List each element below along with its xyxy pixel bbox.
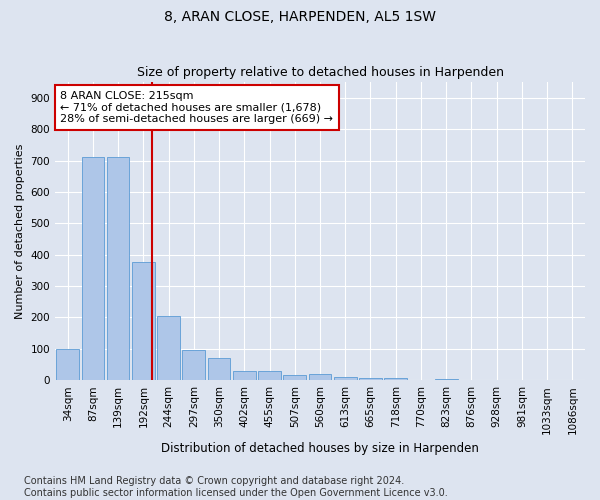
Bar: [157, 316, 180, 380]
Bar: [208, 358, 230, 380]
Bar: [283, 375, 306, 380]
Bar: [385, 378, 407, 380]
Text: Contains HM Land Registry data © Crown copyright and database right 2024.
Contai: Contains HM Land Registry data © Crown c…: [24, 476, 448, 498]
Bar: [132, 262, 155, 380]
Bar: [233, 372, 256, 380]
Bar: [182, 350, 205, 380]
Title: Size of property relative to detached houses in Harpenden: Size of property relative to detached ho…: [137, 66, 503, 80]
Bar: [334, 377, 356, 380]
Bar: [56, 349, 79, 380]
Bar: [308, 374, 331, 380]
Text: 8 ARAN CLOSE: 215sqm
← 71% of detached houses are smaller (1,678)
28% of semi-de: 8 ARAN CLOSE: 215sqm ← 71% of detached h…: [61, 91, 334, 124]
Y-axis label: Number of detached properties: Number of detached properties: [15, 144, 25, 319]
X-axis label: Distribution of detached houses by size in Harpenden: Distribution of detached houses by size …: [161, 442, 479, 455]
Bar: [258, 371, 281, 380]
Text: 8, ARAN CLOSE, HARPENDEN, AL5 1SW: 8, ARAN CLOSE, HARPENDEN, AL5 1SW: [164, 10, 436, 24]
Bar: [82, 158, 104, 380]
Bar: [359, 378, 382, 380]
Bar: [107, 158, 130, 380]
Bar: [435, 378, 458, 380]
